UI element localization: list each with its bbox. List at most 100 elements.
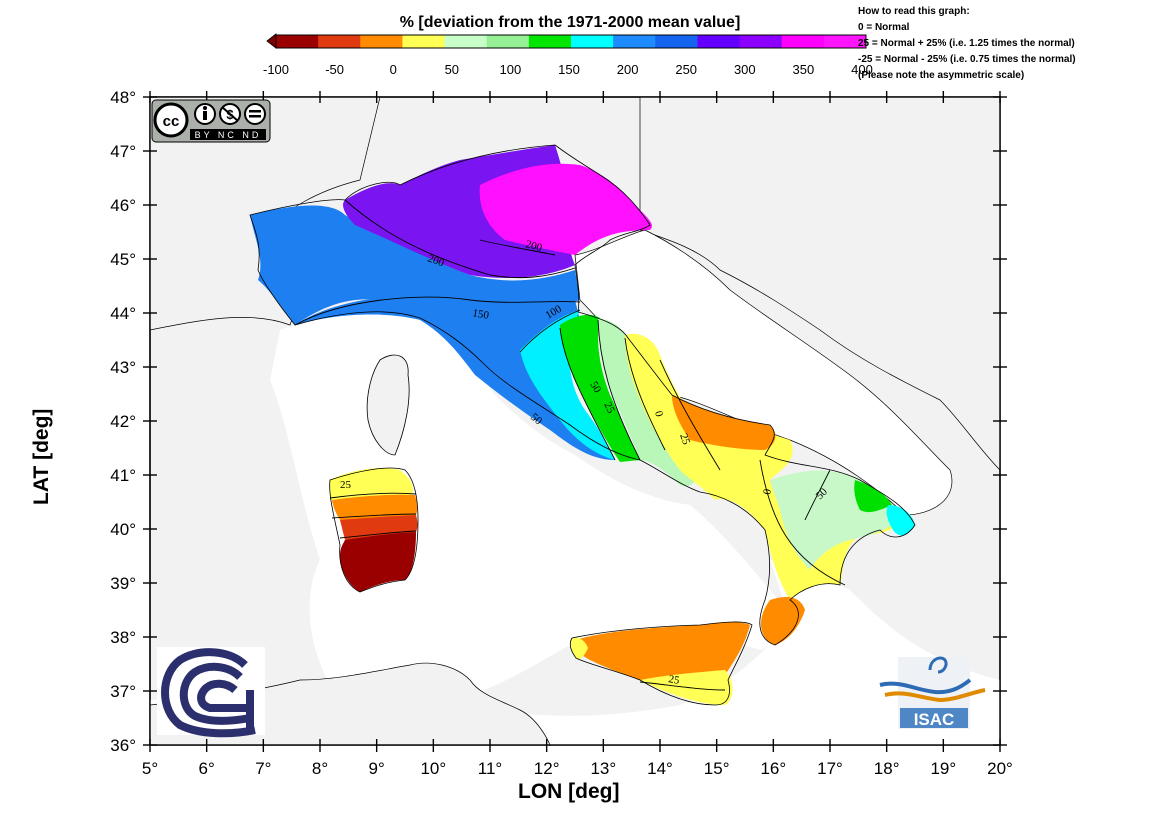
- y-axis-title: LAT [deg]: [30, 408, 53, 505]
- colorbar-bin: [402, 35, 446, 48]
- isac-logo: ISAC: [879, 656, 986, 729]
- corsica: [366, 354, 410, 456]
- license-terms: BY NC ND: [195, 130, 262, 140]
- lon-tick-label: 7°: [255, 759, 271, 778]
- contour-label: 25: [667, 673, 680, 687]
- lat-tick-label: 41°: [110, 466, 136, 485]
- colorbar-bin: [739, 35, 783, 48]
- lon-tick-label: 14°: [647, 759, 673, 778]
- contour-label: 150: [471, 307, 490, 322]
- balkan-coastline: [639, 97, 1000, 471]
- region-sicily-west-yellow: [570, 637, 588, 660]
- note-normal: 0 = Normal: [858, 22, 910, 33]
- colorbar-tick-label: 200: [617, 62, 639, 77]
- colorbar-bin: [781, 35, 825, 48]
- region-green-50-75: [560, 314, 640, 462]
- colorbar: -100 -50 0 50 100 150 200 250 300 350 400: [263, 33, 873, 77]
- cc-icon: [153, 102, 189, 138]
- contour-label: 200: [524, 238, 544, 254]
- lat-tick-label: 40°: [110, 520, 136, 539]
- colorbar-bin: [486, 35, 530, 48]
- colorbar-bin: [318, 35, 361, 48]
- lat-tick-label: 46°: [110, 196, 136, 215]
- note-asymmetric: (Please note the asymmetric scale): [858, 70, 1025, 81]
- colorbar-bin: [276, 35, 319, 48]
- isac-logo-text: ISAC: [914, 710, 955, 729]
- contour-label: 200: [426, 253, 446, 270]
- x-axis-title: LON [deg]: [518, 780, 620, 803]
- region-cyan-75-100: [520, 310, 615, 460]
- colorbar-tick-label: 150: [558, 62, 580, 77]
- lon-tick-label: 20°: [987, 759, 1013, 778]
- lon-tick-label: 18°: [874, 759, 900, 778]
- colorbar-tick-label: 100: [500, 62, 522, 77]
- lat-tick-label: 42°: [110, 412, 136, 431]
- lon-axis: 5° 6° 7° 8° 9° 10° 11° 12° 13° 14° 15° 16° 17° 18° 19°…: [142, 91, 1013, 778]
- region-calabria-orange: [760, 597, 805, 645]
- colorbar-tick-label: 0: [390, 62, 397, 77]
- colorbar-bin: [655, 35, 698, 48]
- cc-icon-text: cc: [163, 113, 180, 130]
- region-ne-300-400: [479, 163, 652, 255]
- lon-tick-label: 16°: [760, 759, 786, 778]
- lat-tick-label: 44°: [110, 304, 136, 323]
- contour-label: 0: [761, 488, 774, 496]
- region-sardinia-darkred: [340, 532, 416, 592]
- region-gargano-orange: [672, 395, 776, 450]
- nd-icon: [244, 103, 266, 125]
- lon-tick-label: 10°: [420, 759, 446, 778]
- colorbar-left-arrow: [266, 33, 277, 49]
- lat-tick-label: 39°: [110, 574, 136, 593]
- colorbar-tick-label: 250: [675, 62, 697, 77]
- lon-tick-label: 13°: [590, 759, 616, 778]
- lon-tick-label: 17°: [817, 759, 843, 778]
- colorbar-tick-label: 50: [445, 62, 459, 77]
- colorbar-bin: [360, 35, 403, 48]
- colorbar-tick-label: -50: [325, 62, 344, 77]
- colorbar-tick-label: 350: [793, 62, 815, 77]
- colorbar-frame: [275, 34, 867, 49]
- colorbar-bin: [444, 35, 488, 48]
- lat-tick-label: 36°: [110, 736, 136, 755]
- lon-tick-label: 12°: [534, 759, 560, 778]
- lon-tick-label: 9°: [369, 759, 385, 778]
- lon-tick-label: 5°: [142, 759, 158, 778]
- colorbar-bin: [613, 35, 656, 48]
- lat-axis: 48° 47° 46° 45° 44° 43° 42° 41° 40° 39° 38° 37° 36°: [110, 88, 1007, 755]
- lat-tick-label: 48°: [110, 88, 136, 107]
- colorbar-bin: [697, 35, 741, 48]
- sardinia-coastline: [329, 467, 419, 593]
- contour-label: 0: [652, 410, 665, 419]
- lat-tick-label: 37°: [110, 682, 136, 701]
- note-minus-25: -25 = Normal - 25% (i.e. 0.75 times the …: [858, 54, 1076, 65]
- sicily-coastline: [569, 621, 753, 706]
- lon-tick-label: 15°: [704, 759, 730, 778]
- lat-tick-label: 38°: [110, 628, 136, 647]
- adriatic-sea: [574, 229, 953, 516]
- colorbar-tick-label: -100: [263, 62, 289, 77]
- colorbar-title: % [deviation from the 1971-2000 mean val…: [399, 14, 741, 31]
- colorbar-tick-label: 400: [851, 62, 873, 77]
- cnr-logo: [157, 647, 265, 738]
- how-to-read-title: How to read this graph:: [858, 6, 970, 17]
- contour-lines: [294, 199, 846, 691]
- contour-label: 25: [601, 400, 617, 415]
- region-apulia-tip: [854, 480, 892, 513]
- italy-coastline: [249, 144, 916, 646]
- contour-label: 25: [677, 432, 692, 447]
- region-apulia-cyan: [886, 505, 915, 536]
- contour-label: 25: [340, 479, 352, 491]
- lon-tick-label: 8°: [312, 759, 328, 778]
- colorbar-bin: [528, 35, 572, 48]
- colorbar-tick-label: 300: [734, 62, 756, 77]
- lat-tick-label: 45°: [110, 250, 136, 269]
- region-sardinia-yellow: [330, 468, 413, 500]
- lon-tick-label: 6°: [199, 759, 215, 778]
- lon-tick-label: 19°: [930, 759, 956, 778]
- lon-tick-label: 11°: [478, 759, 502, 778]
- region-sardinia-orange: [332, 494, 418, 520]
- note-plus-25: 25 = Normal + 25% (i.e. 1.25 times the n…: [858, 38, 1075, 49]
- cc-license-badge: cc $ BY NC ND: [151, 99, 271, 143]
- lat-tick-label: 43°: [110, 358, 136, 377]
